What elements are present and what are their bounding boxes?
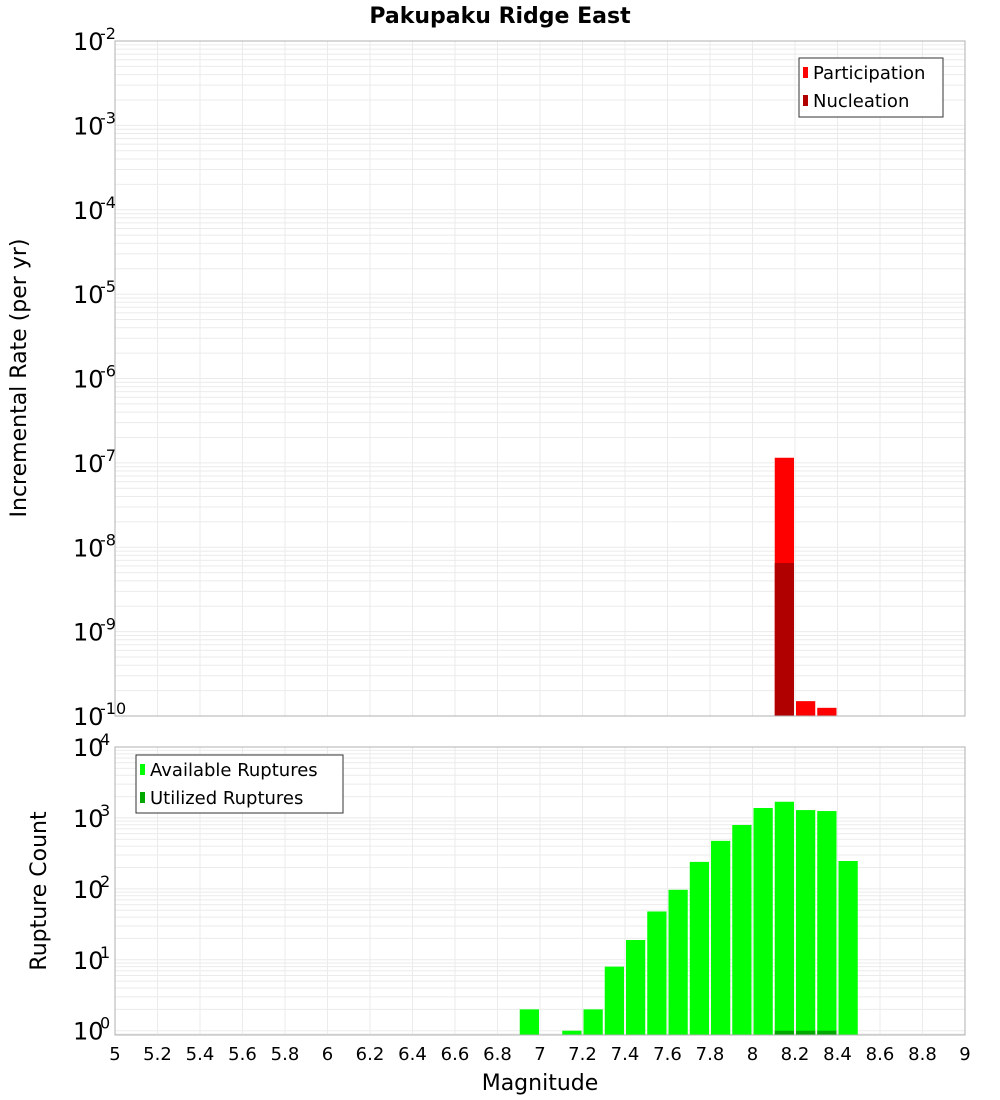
y-tick-exponent: -9 bbox=[100, 615, 116, 634]
y-tick-label: 10 bbox=[73, 805, 104, 833]
legend-utilized: Utilized Ruptures bbox=[150, 788, 303, 809]
chart-title: Pakupaku Ridge East bbox=[369, 4, 631, 29]
x-tick-label: 8 bbox=[747, 1044, 758, 1065]
x-tick-label: 8.4 bbox=[823, 1044, 852, 1065]
y-tick-label: 10 bbox=[73, 28, 104, 56]
legend-participation: Participation bbox=[813, 63, 925, 84]
bar-available-ruptures bbox=[668, 889, 688, 1035]
bar-participation bbox=[817, 707, 837, 716]
y-tick-exponent: -5 bbox=[100, 277, 116, 296]
rate-gridlines bbox=[115, 40, 966, 717]
bar-utilized-ruptures bbox=[817, 1030, 837, 1035]
participation-swatch-icon bbox=[803, 67, 808, 78]
bar-available-ruptures bbox=[626, 940, 646, 1035]
rate-legend: Participation Nucleation bbox=[798, 57, 944, 118]
rate-y-ticks: 10-210-310-410-510-610-710-810-910-10 bbox=[73, 24, 126, 731]
x-tick-label: 7 bbox=[534, 1044, 545, 1065]
x-tick-label: 6 bbox=[322, 1044, 333, 1065]
x-tick-label: 7.6 bbox=[653, 1044, 682, 1065]
y-tick-label: 10 bbox=[73, 1018, 104, 1046]
y-tick-label: 10 bbox=[73, 197, 104, 225]
bar-available-ruptures bbox=[689, 861, 709, 1035]
x-tick-label: 6.6 bbox=[441, 1044, 470, 1065]
bar-available-ruptures bbox=[732, 824, 752, 1035]
y-tick-label: 10 bbox=[73, 450, 104, 478]
y-tick-label: 10 bbox=[73, 112, 104, 140]
bar-available-ruptures bbox=[647, 911, 667, 1035]
count-legend: Available Ruptures Utilized Ruptures bbox=[135, 754, 344, 814]
x-axis-label: Magnitude bbox=[482, 1071, 599, 1096]
bar-available-ruptures bbox=[817, 811, 837, 1035]
y-tick-label: 10 bbox=[73, 366, 104, 394]
count-legend-box bbox=[135, 754, 344, 814]
bar-participation bbox=[796, 701, 816, 716]
x-tick-label: 7.4 bbox=[611, 1044, 640, 1065]
x-tick-label: 6.2 bbox=[356, 1044, 385, 1065]
x-tick-label: 8.6 bbox=[866, 1044, 895, 1065]
y-tick-exponent: 1 bbox=[100, 943, 110, 962]
bar-available-ruptures bbox=[604, 966, 624, 1035]
y-tick-exponent: -10 bbox=[100, 699, 126, 718]
rate-bars bbox=[774, 457, 837, 716]
rate-legend-box bbox=[798, 57, 944, 118]
x-tick-label: 5.4 bbox=[186, 1044, 215, 1065]
bar-available-ruptures bbox=[753, 808, 773, 1035]
x-tick-label: 6.8 bbox=[483, 1044, 512, 1065]
y-tick-exponent: -6 bbox=[100, 362, 116, 381]
bar-available-ruptures bbox=[519, 1009, 539, 1035]
count-panel: 10 410 310 210 110 0 Rupture Count Avail… bbox=[27, 730, 966, 1046]
y-tick-exponent: 4 bbox=[100, 730, 110, 749]
count-y-ticks: 10 410 310 210 110 0 bbox=[73, 730, 110, 1046]
legend-available: Available Ruptures bbox=[150, 760, 318, 781]
bar-available-ruptures bbox=[774, 801, 794, 1035]
x-tick-label: 7.2 bbox=[568, 1044, 597, 1065]
y-tick-exponent: -2 bbox=[100, 24, 116, 43]
y-tick-exponent: -7 bbox=[100, 446, 116, 465]
y-tick-label: 10 bbox=[73, 734, 104, 762]
rate-panel: 10-210-310-410-510-610-710-810-910-10 In… bbox=[7, 24, 966, 731]
y-tick-exponent: 0 bbox=[100, 1014, 110, 1033]
y-tick-label: 10 bbox=[73, 876, 104, 904]
y-tick-exponent: 3 bbox=[100, 801, 110, 820]
x-tick-label: 5.6 bbox=[228, 1044, 257, 1065]
y-tick-exponent: 2 bbox=[100, 872, 110, 891]
y-tick-label: 10 bbox=[73, 947, 104, 975]
bar-available-ruptures bbox=[583, 1009, 603, 1035]
available-swatch-icon bbox=[140, 764, 145, 775]
bar-available-ruptures bbox=[796, 810, 816, 1035]
count-bars bbox=[519, 801, 858, 1035]
y-tick-exponent: -8 bbox=[100, 530, 116, 549]
y-tick-exponent: -4 bbox=[100, 193, 116, 212]
y-tick-label: 10 bbox=[73, 619, 104, 647]
bar-nucleation bbox=[774, 563, 794, 716]
count-plot-frame bbox=[114, 746, 966, 1036]
x-tick-label: 8.2 bbox=[781, 1044, 810, 1065]
legend-nucleation: Nucleation bbox=[813, 91, 909, 112]
y-tick-label: 10 bbox=[73, 534, 104, 562]
x-tick-label: 7.8 bbox=[696, 1044, 725, 1065]
bar-available-ruptures bbox=[562, 1030, 582, 1035]
rate-plot-frame bbox=[114, 40, 966, 717]
y-tick-label: 10 bbox=[73, 703, 104, 731]
bar-utilized-ruptures bbox=[796, 1030, 816, 1035]
count-y-axis-label: Rupture Count bbox=[27, 811, 52, 971]
x-tick-label: 5 bbox=[109, 1044, 120, 1065]
x-tick-label: 8.8 bbox=[908, 1044, 937, 1065]
bar-available-ruptures bbox=[711, 840, 731, 1035]
x-tick-label: 9 bbox=[959, 1044, 970, 1065]
x-axis-ticks: 5 5.2 5.4 5.6 5.8 6 6.2 6.4 6.6 6.8 7 7.2 7.4 7.6 7.8 8… bbox=[109, 1044, 970, 1065]
bar-available-ruptures bbox=[838, 861, 858, 1035]
bar-utilized-ruptures bbox=[774, 1030, 794, 1035]
x-tick-label: 5.8 bbox=[271, 1044, 300, 1065]
y-tick-label: 10 bbox=[73, 281, 104, 309]
x-tick-label: 5.2 bbox=[143, 1044, 172, 1065]
y-tick-exponent: -3 bbox=[100, 108, 116, 127]
rate-y-axis-label: Incremental Rate (per yr) bbox=[7, 239, 32, 518]
x-tick-label: 6.4 bbox=[398, 1044, 427, 1065]
utilized-swatch-icon bbox=[140, 792, 145, 803]
nucleation-swatch-icon bbox=[803, 95, 808, 106]
